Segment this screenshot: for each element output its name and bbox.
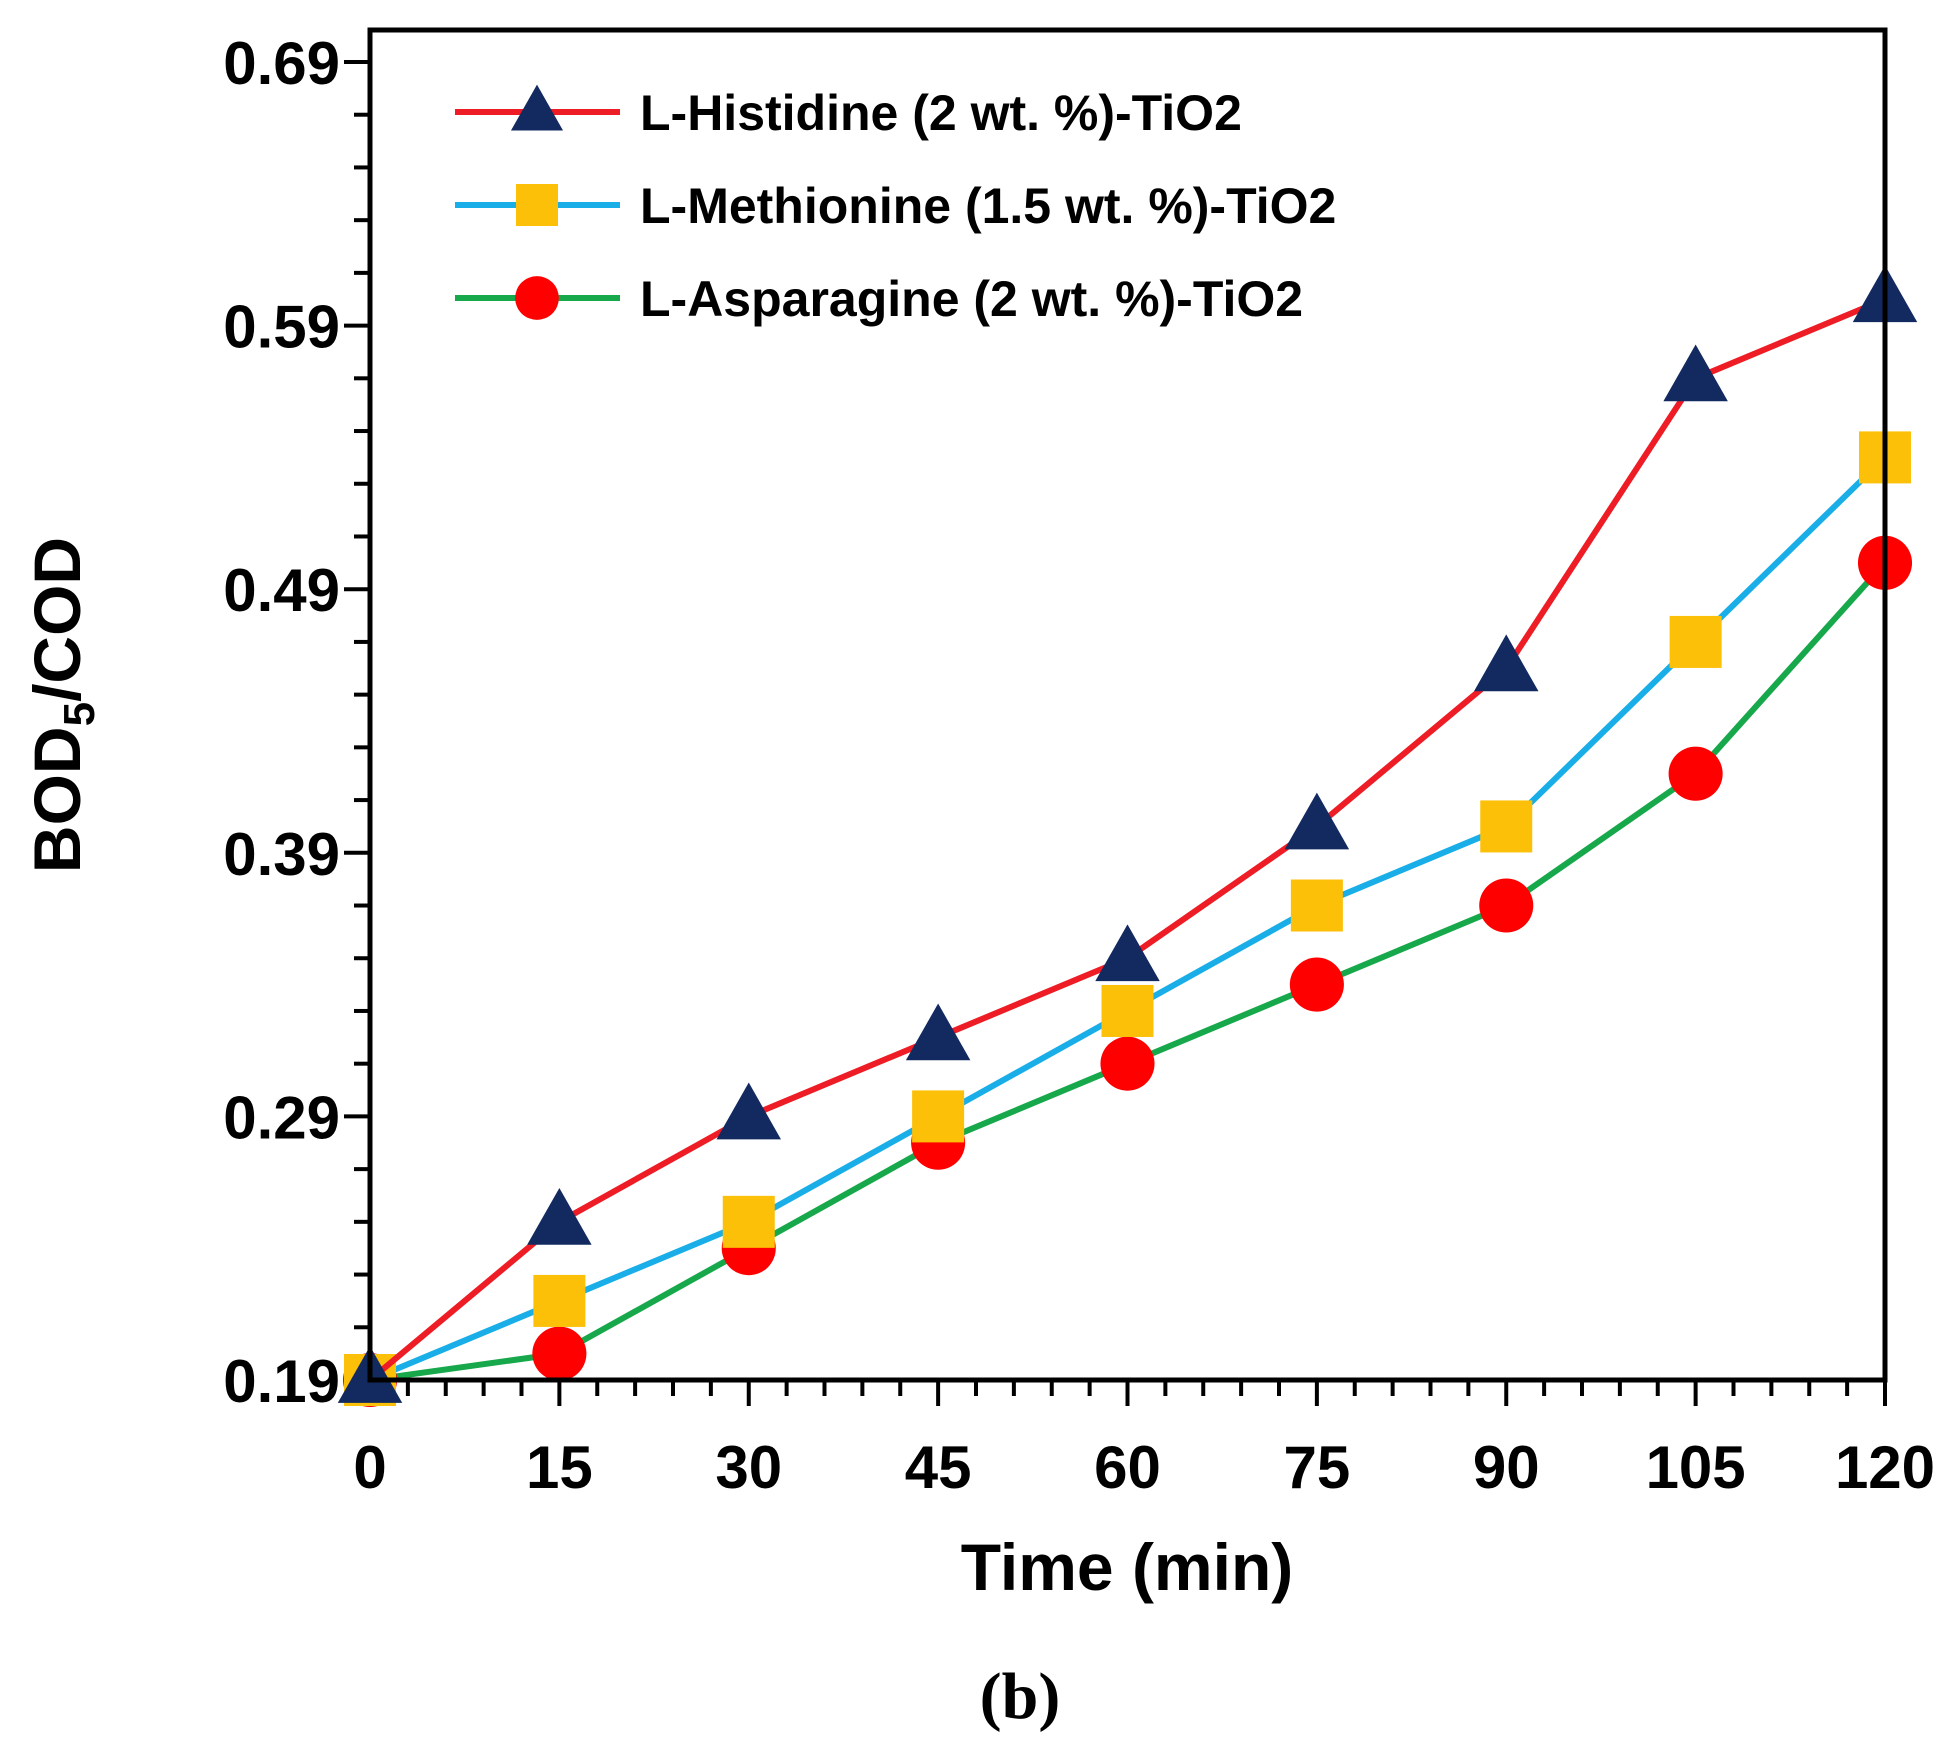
data-point <box>1290 879 1343 932</box>
panel-label: (b) <box>980 1660 1061 1733</box>
legend-entry: L-Histidine (2 wt. %)-TiO2 <box>640 85 1242 141</box>
data-point <box>1095 924 1160 982</box>
data-point <box>905 1003 971 1061</box>
data-point <box>1669 615 1722 668</box>
data-point <box>533 1274 586 1327</box>
data-point <box>1474 634 1539 692</box>
x-tick-labels: 0 15 30 45 60 75 90 105 120 <box>353 1434 1935 1501</box>
legend-marker <box>516 184 558 226</box>
y-tick-label: 0.49 <box>223 557 340 624</box>
y-tick-label: 0.59 <box>223 294 340 361</box>
data-point <box>1668 746 1723 801</box>
data-point <box>1284 792 1350 850</box>
y-axis-label-rest: /COD <box>20 537 94 702</box>
data-point <box>1663 344 1728 402</box>
data-point <box>1289 957 1344 1012</box>
x-tick-label: 120 <box>1835 1434 1935 1501</box>
x-tick-label: 45 <box>905 1434 972 1501</box>
x-tick-label: 105 <box>1646 1434 1746 1501</box>
legend-entry: L-Asparagine (2 wt. %)-TiO2 <box>640 271 1303 327</box>
data-point <box>532 1326 587 1381</box>
data-point <box>1479 878 1534 933</box>
legend-marker <box>515 276 559 320</box>
legend: L-Histidine (2 wt. %)-TiO2 L-Methionine (… <box>455 84 1336 327</box>
y-axis-label-main: BOD <box>20 726 94 873</box>
y-tick-label: 0.69 <box>223 30 340 97</box>
x-tick-label: 0 <box>353 1434 386 1501</box>
axis-ticks <box>344 60 1887 1406</box>
data-point <box>1100 1036 1155 1091</box>
data-point <box>722 1195 775 1248</box>
x-tick-label: 30 <box>715 1434 782 1501</box>
y-tick-labels: 0.19 0.29 0.39 0.49 0.59 0.69 <box>223 30 340 1415</box>
x-tick-label: 75 <box>1284 1434 1351 1501</box>
y-axis-label: BOD5/COD <box>20 537 104 873</box>
data-point <box>912 1090 965 1143</box>
plot-frame <box>367 27 1888 1383</box>
x-tick-label: 90 <box>1473 1434 1540 1501</box>
y-tick-label: 0.39 <box>223 821 340 888</box>
data-point <box>1101 984 1154 1037</box>
x-axis-label: Time (min) <box>961 1530 1293 1604</box>
legend-entry: L-Methionine (1.5 wt. %)-TiO2 <box>640 178 1336 234</box>
x-tick-label: 15 <box>526 1434 593 1501</box>
legend-marker <box>510 84 564 131</box>
y-tick-label: 0.29 <box>223 1084 340 1151</box>
y-axis-label-subscript: 5 <box>55 702 104 726</box>
data-point <box>527 1187 592 1245</box>
y-tick-label: 0.19 <box>223 1348 340 1415</box>
data-point <box>1480 800 1533 853</box>
data-point <box>716 1082 781 1140</box>
x-tick-label: 60 <box>1094 1434 1161 1501</box>
